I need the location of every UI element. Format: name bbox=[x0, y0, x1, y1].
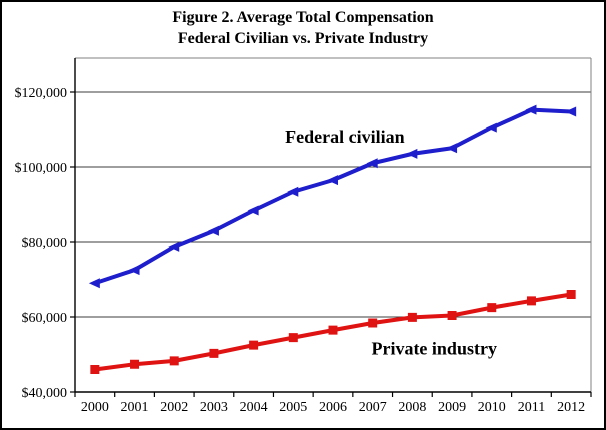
series-label-federal-civilian: Federal civilian bbox=[285, 127, 404, 147]
data-point-marker bbox=[366, 158, 378, 169]
x-tick-label: 2000 bbox=[81, 400, 109, 415]
data-point-marker bbox=[247, 205, 259, 216]
y-tick-label: $60,000 bbox=[22, 311, 68, 326]
x-tick-label: 2009 bbox=[438, 400, 466, 415]
data-point-marker bbox=[447, 311, 457, 320]
data-point-marker bbox=[566, 290, 576, 299]
data-point-marker bbox=[327, 175, 338, 186]
x-tick-label: 2010 bbox=[478, 400, 506, 415]
x-tick-label: 2003 bbox=[200, 400, 228, 415]
y-tick-label: $80,000 bbox=[22, 236, 68, 251]
chart-title-line1: Figure 2. Average Total Compensation bbox=[172, 9, 434, 26]
data-point-marker bbox=[90, 365, 100, 374]
data-point-marker bbox=[209, 348, 219, 358]
data-point-marker bbox=[525, 104, 537, 115]
x-tick-label: 2007 bbox=[359, 400, 387, 415]
chart-title: Figure 2. Average Total Compensation Fed… bbox=[0, 7, 606, 49]
data-point-marker bbox=[485, 122, 497, 133]
data-point-marker bbox=[288, 333, 298, 343]
data-point-marker bbox=[407, 312, 417, 322]
data-point-marker bbox=[406, 148, 418, 159]
y-tick-label: $40,000 bbox=[22, 386, 68, 401]
data-point-marker bbox=[526, 296, 536, 306]
y-tick-label: $120,000 bbox=[15, 86, 68, 101]
series-label-private-industry: Private industry bbox=[371, 339, 497, 359]
x-tick-label: 2005 bbox=[279, 400, 307, 415]
data-point-marker bbox=[446, 143, 458, 154]
data-point-marker bbox=[487, 303, 497, 313]
x-tick-label: 2002 bbox=[160, 400, 188, 415]
data-point-marker bbox=[565, 106, 577, 117]
x-tick-label: 2008 bbox=[398, 400, 426, 415]
data-point-marker bbox=[128, 265, 140, 276]
x-tick-label: 2001 bbox=[121, 400, 149, 415]
data-point-marker bbox=[130, 359, 140, 369]
data-point-marker bbox=[249, 340, 259, 350]
data-point-marker bbox=[207, 225, 219, 236]
x-tick-label: 2004 bbox=[240, 400, 268, 415]
data-point-marker bbox=[168, 241, 180, 252]
x-tick-label: 2011 bbox=[518, 400, 545, 415]
data-point-marker bbox=[169, 356, 179, 366]
chart-title-line2: Federal Civilian vs. Private Industry bbox=[177, 30, 429, 47]
x-tick-label: 2006 bbox=[319, 400, 347, 415]
data-point-marker bbox=[287, 186, 299, 197]
data-point-marker bbox=[88, 278, 100, 289]
data-point-marker bbox=[328, 325, 338, 335]
y-tick-label: $100,000 bbox=[15, 161, 68, 176]
x-tick-label: 2012 bbox=[557, 400, 585, 415]
data-point-marker bbox=[368, 318, 378, 328]
